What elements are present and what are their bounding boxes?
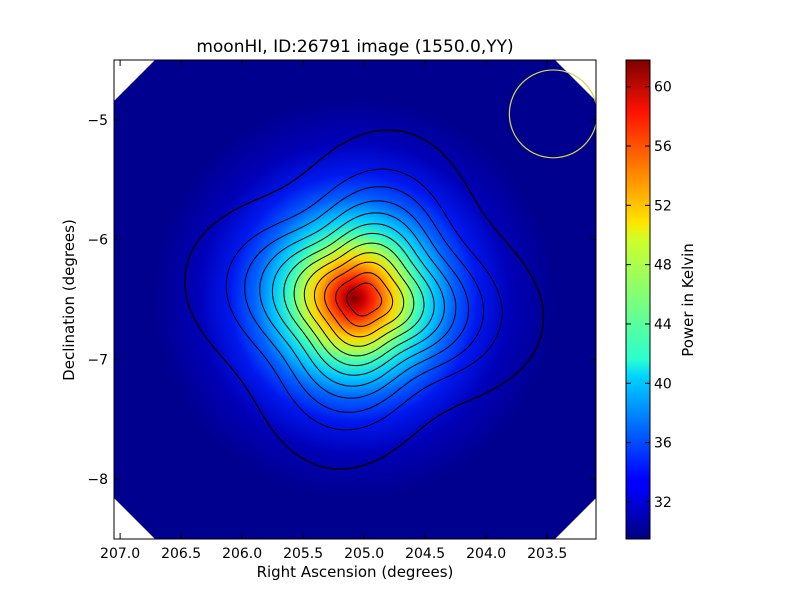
colorbar-tick-label: 32 [654,495,672,511]
colorbar-tick-label: 52 [654,198,672,214]
colorbar-tick-label: 36 [654,436,672,452]
y-tick-label: −6 [87,233,108,249]
beam-circle [508,69,596,159]
contour-line [244,186,485,413]
contour-line [283,223,446,376]
colorbar-tick-labels: 32 36 40 44 48 52 56 60 [654,80,672,511]
x-tick-label: 207.0 [100,546,140,562]
contour-line [335,272,394,327]
colorbar-tick-label: 56 [654,139,672,155]
contour-line [184,129,545,470]
colorbar-gradient [626,60,650,539]
y-tick-label: −5 [87,113,108,129]
colorbar-label: Power in Kelvin [679,243,697,357]
plot-area [113,59,597,540]
y-tick-label: −7 [87,352,108,368]
contour-line [259,200,470,399]
x-tick-label: 205.0 [344,546,384,562]
colorbar-frame [625,59,651,540]
chart-title: moonHI, ID:26791 image (1550.0,YY) [196,37,513,57]
x-tick-label: 203.5 [527,546,567,562]
x-axis-label: Right Ascension (degrees) [257,563,454,581]
contour-line [314,252,415,347]
x-axis-tick-labels: 207.0 206.5 206.0 205.5 205.0 204.5 204.0 203.5 [100,546,567,562]
contour-lines [184,129,545,470]
x-tick-label: 204.5 [405,546,445,562]
contour-line [303,242,425,357]
y-axis-ticks [114,119,596,480]
x-tick-label: 206.0 [222,546,262,562]
colorbar: 32 36 40 44 48 52 56 60 Power in Kelvin [625,59,697,540]
contour-line [225,168,503,431]
colorbar-ticks [626,86,650,503]
contour-line [324,261,405,338]
y-axis-tick-labels: −5 −6 −7 −8 [87,113,108,488]
x-axis-ticks [119,60,548,539]
y-tick-label: −8 [87,472,108,488]
y-axis-label: Declination (degrees) [60,219,78,381]
contour-line [346,282,383,317]
plot-frame [113,59,597,540]
contour-line [271,212,457,387]
colorbar-tick-label: 44 [654,317,672,333]
x-tick-label: 206.5 [161,546,201,562]
colorbar-tick-label: 48 [654,258,672,274]
colorbar-tick-label: 40 [654,376,672,392]
contour-line [293,232,435,367]
heatmap-image [114,60,596,539]
colorbar-tick-label: 60 [654,80,672,96]
x-tick-label: 204.0 [466,546,506,562]
x-tick-label: 205.5 [283,546,323,562]
